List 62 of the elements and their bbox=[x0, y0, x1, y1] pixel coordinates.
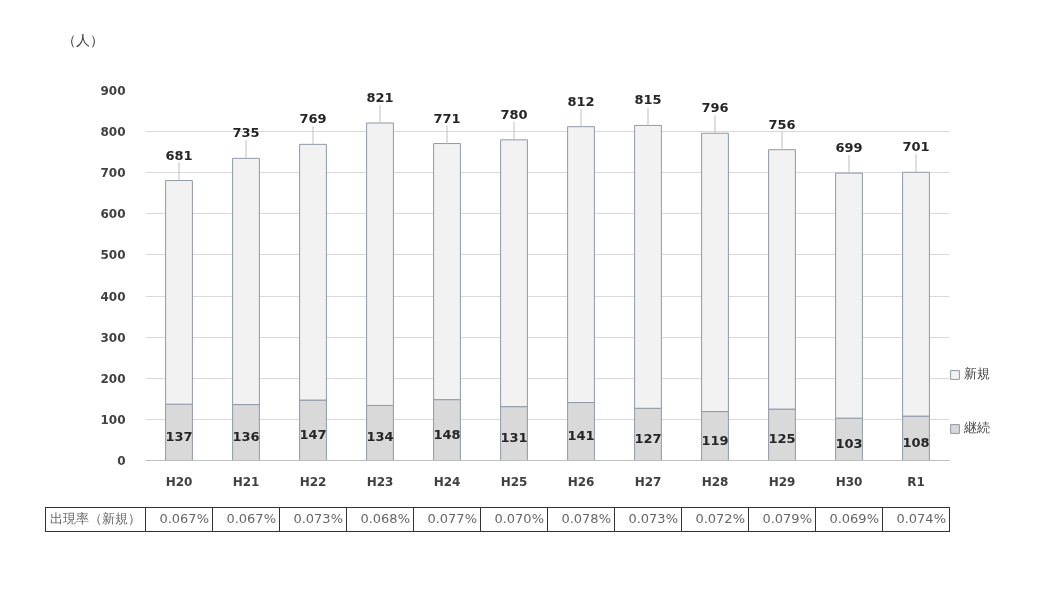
text: 0.067% bbox=[212, 507, 280, 532]
y-tick-label: 300 bbox=[100, 330, 126, 345]
x-tick-label: H21 bbox=[232, 474, 260, 489]
y-tick-label: 400 bbox=[100, 289, 126, 304]
data-label: 127 bbox=[634, 430, 662, 446]
legend-label: 新規 bbox=[964, 365, 990, 383]
y-tick-label: 800 bbox=[100, 125, 126, 140]
data-label: 119 bbox=[701, 432, 729, 448]
text: 0.073% bbox=[279, 507, 347, 532]
text: 0.079% bbox=[748, 507, 816, 532]
x-tick-label: H27 bbox=[634, 474, 662, 489]
total-label: 756 bbox=[768, 116, 796, 132]
text: 0.067% bbox=[145, 507, 213, 532]
text: 0.069% bbox=[815, 507, 883, 532]
y-tick-label: 0 bbox=[117, 454, 126, 468]
y-tick-label: 200 bbox=[100, 371, 126, 386]
y-axis-title: （人） bbox=[62, 31, 104, 50]
total-label: 771 bbox=[433, 110, 461, 126]
data-label: 131 bbox=[500, 430, 528, 446]
text: 0.068% bbox=[346, 507, 414, 532]
data-label: 125 bbox=[768, 431, 796, 447]
total-label: 780 bbox=[500, 106, 528, 122]
text: 0.070% bbox=[480, 507, 548, 532]
y-tick-label: 700 bbox=[100, 166, 126, 181]
text: 出現率（新規） bbox=[45, 507, 146, 532]
x-tick-label: H20 bbox=[165, 474, 193, 489]
data-label: 103 bbox=[835, 435, 863, 451]
data-label: 148 bbox=[433, 426, 461, 442]
data-label: 141 bbox=[567, 428, 595, 444]
total-label: 769 bbox=[299, 111, 327, 127]
x-tick-label: H26 bbox=[567, 474, 595, 489]
text: 0.074% bbox=[882, 507, 950, 532]
x-tick-label: H23 bbox=[366, 474, 394, 489]
text: 0.073% bbox=[614, 507, 682, 532]
data-label: 147 bbox=[299, 426, 327, 442]
x-tick-label: H29 bbox=[768, 474, 796, 489]
y-tick-label: 500 bbox=[100, 248, 126, 263]
total-label: 699 bbox=[835, 140, 863, 156]
x-tick-label: H22 bbox=[299, 474, 327, 489]
text: 0.077% bbox=[413, 507, 481, 532]
y-tick-label: 100 bbox=[100, 412, 126, 427]
x-tick-label: H28 bbox=[701, 474, 729, 489]
data-label: 134 bbox=[366, 429, 394, 445]
x-tick-label: H30 bbox=[835, 474, 863, 489]
data-label: 137 bbox=[165, 428, 193, 444]
text: 0.072% bbox=[681, 507, 749, 532]
x-tick-label: H25 bbox=[500, 474, 528, 489]
data-label: 136 bbox=[232, 429, 260, 445]
total-label: 815 bbox=[634, 92, 662, 108]
data-label: 108 bbox=[902, 434, 930, 450]
text: 0.078% bbox=[547, 507, 615, 532]
total-label: 812 bbox=[567, 93, 595, 109]
total-label: 701 bbox=[902, 139, 930, 155]
x-tick-label: R1 bbox=[907, 474, 925, 489]
total-label: 735 bbox=[232, 125, 260, 141]
total-label: 681 bbox=[165, 147, 193, 163]
y-tick-label: 900 bbox=[100, 84, 126, 98]
total-label: 821 bbox=[366, 89, 394, 105]
total-label: 796 bbox=[701, 100, 729, 116]
x-tick-label: H24 bbox=[433, 474, 461, 489]
legend-label: 継続 bbox=[964, 419, 990, 437]
y-tick-label: 600 bbox=[100, 207, 126, 222]
